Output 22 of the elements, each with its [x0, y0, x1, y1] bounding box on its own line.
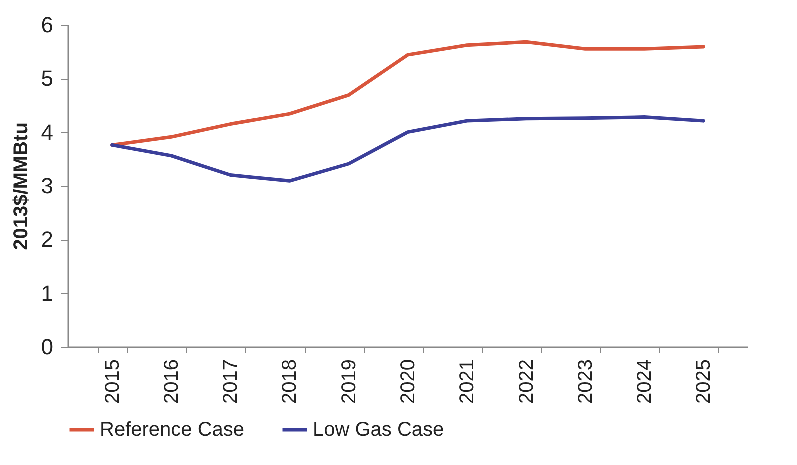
- x-tick-label: 2025: [693, 360, 716, 404]
- legend-label: Low Gas Case: [313, 419, 444, 441]
- x-tick-label: 2024: [634, 360, 656, 404]
- legend-label: Reference Case: [100, 419, 245, 441]
- x-tick-label: 2020: [398, 360, 420, 404]
- x-tick-label: 2022: [516, 360, 538, 404]
- y-tick-label: 4: [41, 120, 54, 145]
- x-tick-label: 2017: [220, 360, 242, 404]
- y-tick-label: 1: [41, 280, 54, 306]
- y-axis-title: 2013$/MMBtu: [10, 122, 32, 250]
- line-series: [110, 116, 706, 183]
- x-tick-label: 2019: [338, 360, 360, 404]
- y-tick-label: 0: [41, 334, 54, 360]
- x-tick-label: 2021: [456, 360, 479, 404]
- y-tick-label: 3: [41, 174, 54, 198]
- y-tick-label: 5: [41, 66, 54, 92]
- x-tick-label: 2018: [279, 360, 302, 404]
- y-tick-label: 6: [41, 12, 54, 38]
- x-tick-label: 2015: [102, 360, 124, 404]
- x-tick-label: 2023: [574, 360, 597, 404]
- y-tick-label: 2: [41, 227, 54, 252]
- x-tick-label: 2016: [160, 360, 183, 404]
